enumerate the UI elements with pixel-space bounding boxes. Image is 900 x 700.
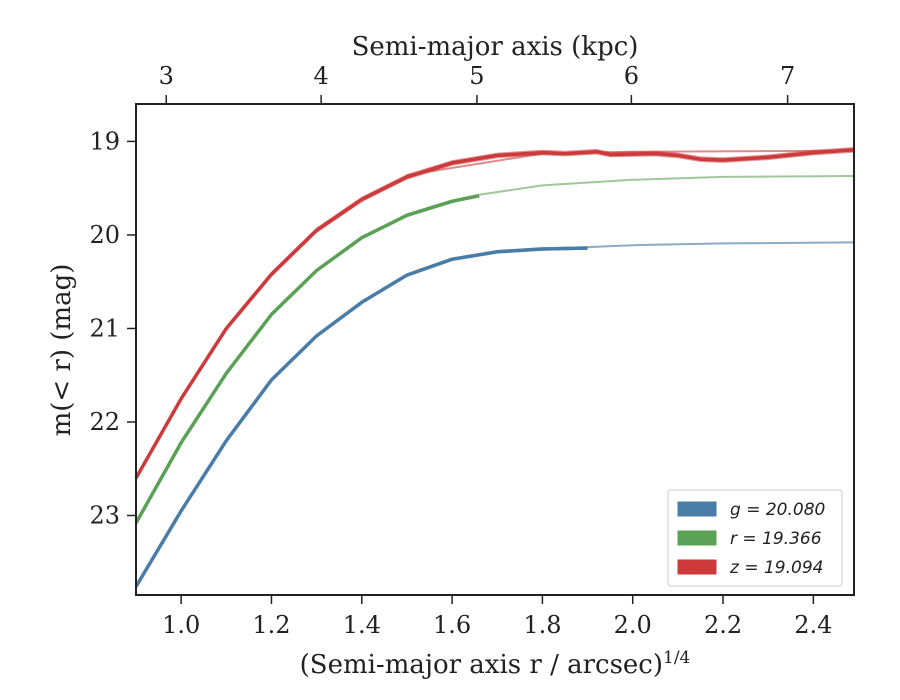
y-tick-label: 21	[89, 314, 120, 342]
top-tick-label: 7	[780, 62, 795, 90]
x-axis-title: (Semi-major axis r / arcsec)1/4	[300, 648, 691, 680]
x-tick-label: 1.8	[523, 611, 561, 639]
top-tick-label: 6	[624, 62, 639, 90]
model-curve	[479, 175, 855, 196]
series-layer	[134, 147, 855, 589]
legend-label: r = 19.366	[730, 529, 822, 549]
legend: g = 20.080 r = 19.366 z = 19.094	[667, 489, 843, 587]
x-tick-label: 1.4	[343, 611, 381, 639]
uncertainty-band	[136, 147, 854, 481]
data-curve	[134, 193, 480, 524]
x-tick-label: 1.6	[433, 611, 471, 639]
y-axis-title: m(< r) (mag)	[47, 264, 77, 437]
legend-label: z = 19.094	[729, 558, 823, 578]
uncertainty-band	[136, 193, 480, 525]
top-tick-label: 5	[469, 62, 484, 90]
top-axis-ticks: 3 4 5 6 7	[159, 62, 795, 104]
x-axis-title-superscript: 1/4	[663, 648, 690, 668]
y-tick-label: 20	[89, 221, 120, 249]
data-curve	[134, 148, 855, 479]
legend-label: g = 20.080	[730, 500, 825, 520]
x-tick-label: 2.2	[704, 611, 742, 639]
top-tick-label: 3	[159, 62, 174, 90]
uncertainty-band	[136, 246, 588, 589]
plot-frame	[135, 103, 855, 596]
x-tick-label: 1.2	[252, 611, 290, 639]
y-tick-label: 23	[89, 502, 120, 530]
top-axis-title: Semi-major axis (kpc)	[352, 32, 639, 62]
series-1	[134, 175, 855, 525]
legend-swatch	[677, 559, 717, 575]
y-axis-ticks: 19 20 21 22 23	[89, 127, 136, 530]
y-tick-label: 22	[89, 408, 120, 436]
x-tick-label: 1.0	[162, 611, 200, 639]
series-2	[134, 147, 855, 481]
series-0	[134, 241, 855, 589]
x-tick-label: 2.4	[794, 611, 832, 639]
legend-swatch	[677, 530, 717, 546]
model-curve	[587, 241, 855, 249]
top-tick-label: 4	[314, 62, 329, 90]
x-axis-ticks: 1.0 1.2 1.4 1.6 1.8 2.0 2.2 2.4	[162, 595, 832, 639]
data-curve	[134, 246, 588, 588]
legend-swatch	[677, 501, 717, 517]
y-tick-label: 19	[89, 127, 120, 155]
x-tick-label: 2.0	[614, 611, 652, 639]
